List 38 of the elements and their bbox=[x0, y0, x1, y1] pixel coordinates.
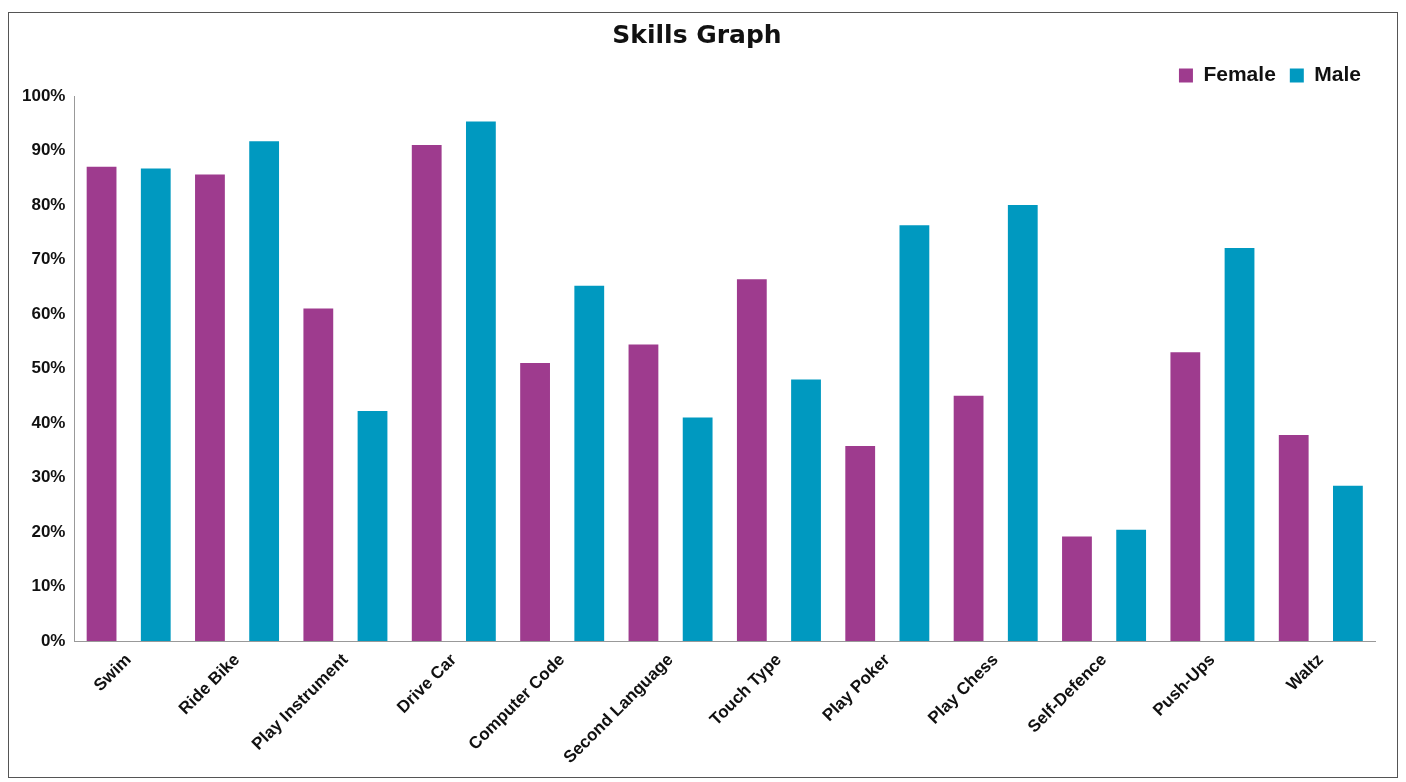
legend-label: Female bbox=[1203, 62, 1276, 86]
y-tick-label: 30% bbox=[31, 467, 66, 487]
bar bbox=[736, 279, 767, 642]
y-tick-label: 90% bbox=[31, 140, 66, 160]
bar bbox=[1170, 352, 1201, 642]
y-tick-label: 80% bbox=[31, 194, 66, 214]
bar bbox=[899, 225, 930, 642]
bar bbox=[1062, 536, 1092, 642]
bar bbox=[1224, 248, 1255, 642]
y-tick-label: 10% bbox=[31, 576, 66, 596]
bar bbox=[303, 308, 334, 642]
y-tick-label: 50% bbox=[31, 358, 66, 378]
y-tick-label: 20% bbox=[31, 521, 66, 541]
bar bbox=[1278, 435, 1309, 642]
bar bbox=[465, 121, 496, 642]
bar bbox=[249, 141, 280, 642]
y-tick-label: 0% bbox=[40, 630, 66, 650]
bar bbox=[682, 417, 713, 642]
chart-title: Skills Graph bbox=[612, 19, 782, 49]
y-tick-label: 70% bbox=[31, 249, 66, 269]
bar bbox=[1116, 529, 1147, 642]
bar bbox=[140, 168, 171, 642]
y-tick-label: 100% bbox=[22, 85, 66, 105]
bar bbox=[1007, 205, 1038, 642]
bar bbox=[1333, 485, 1363, 642]
y-tick-label: 40% bbox=[31, 412, 66, 432]
bar bbox=[195, 174, 225, 642]
bar bbox=[574, 285, 605, 642]
bar bbox=[845, 445, 876, 642]
bar bbox=[86, 166, 117, 642]
bar bbox=[357, 411, 388, 642]
bar bbox=[628, 344, 659, 642]
bar bbox=[411, 145, 442, 642]
bar bbox=[791, 379, 821, 642]
y-tick-label: 60% bbox=[31, 303, 66, 323]
bar bbox=[953, 395, 984, 642]
bar bbox=[520, 363, 550, 642]
legend-label: Male bbox=[1314, 62, 1361, 86]
